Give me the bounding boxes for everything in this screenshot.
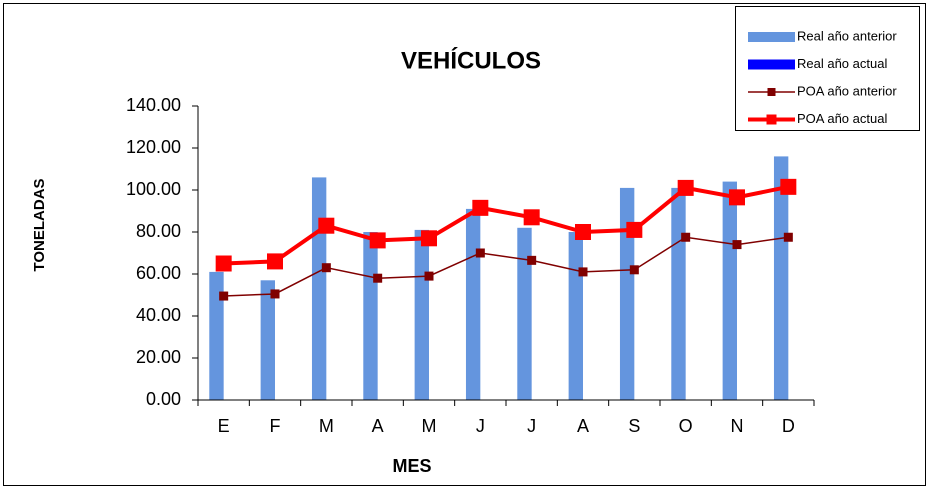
marker	[475, 248, 485, 258]
legend-swatch	[748, 32, 795, 42]
x-tick-label: E	[218, 416, 230, 436]
marker	[215, 255, 232, 272]
bar	[311, 177, 327, 400]
x-tick-label: J	[476, 416, 485, 436]
legend-label: Real año anterior	[797, 28, 897, 43]
bar	[363, 232, 378, 400]
x-tick-label: N	[731, 416, 744, 436]
y-tick-label: 60.00	[136, 263, 181, 283]
marker	[780, 178, 797, 195]
marker	[783, 232, 793, 242]
marker	[472, 199, 489, 216]
legend-marker	[767, 88, 776, 96]
x-tick-label: D	[782, 416, 795, 436]
marker	[732, 240, 742, 250]
y-tick-label: 140.00	[126, 95, 181, 115]
x-tick-label: S	[628, 416, 640, 436]
marker	[270, 289, 280, 299]
marker	[219, 291, 229, 301]
x-tick-label: F	[270, 416, 281, 436]
bar	[517, 227, 532, 400]
x-tick-label: A	[372, 416, 384, 436]
line	[223, 184, 789, 266]
y-tick-label: 100.00	[126, 179, 181, 199]
marker	[629, 265, 639, 275]
legend-marker	[766, 114, 777, 125]
y-tick-label: 20.00	[136, 347, 181, 367]
line	[223, 236, 789, 297]
bar	[722, 181, 737, 400]
x-tick-label: O	[679, 416, 693, 436]
bar	[465, 208, 481, 400]
marker	[575, 224, 591, 240]
y-tick-label: 120.00	[126, 137, 181, 157]
y-tick-label: 40.00	[136, 305, 181, 325]
marker	[421, 230, 437, 247]
marker	[373, 273, 383, 283]
bar	[414, 229, 429, 400]
marker	[523, 209, 540, 226]
marker	[626, 221, 643, 238]
marker	[267, 253, 283, 270]
bar	[568, 232, 583, 400]
bar	[671, 187, 686, 400]
legend-label: Real año actual	[797, 56, 887, 71]
marker	[677, 179, 694, 196]
marker	[321, 263, 331, 273]
marker	[369, 232, 386, 249]
marker	[318, 217, 335, 234]
marker	[729, 189, 745, 206]
y-tick-label: 0.00	[146, 389, 181, 409]
y-tick-label: 80.00	[136, 221, 181, 241]
x-tick-label: M	[422, 416, 437, 436]
x-axis-label: MES	[392, 456, 431, 476]
marker	[681, 232, 691, 242]
bar	[773, 156, 789, 400]
chart-title: VEHÍCULOS	[401, 46, 541, 74]
marker	[578, 267, 588, 277]
marker	[424, 271, 434, 281]
marker	[527, 255, 537, 265]
x-tick-label: J	[527, 416, 536, 436]
bar	[209, 271, 224, 400]
bar	[619, 187, 635, 400]
legend-swatch	[748, 59, 795, 70]
y-axis-label: TONELADAS	[31, 178, 48, 271]
legend-label: POA año anterior	[797, 83, 897, 98]
x-tick-label: A	[577, 416, 589, 436]
x-tick-label: M	[319, 416, 334, 436]
legend-label: POA año actual	[797, 111, 887, 126]
bar	[260, 280, 275, 400]
